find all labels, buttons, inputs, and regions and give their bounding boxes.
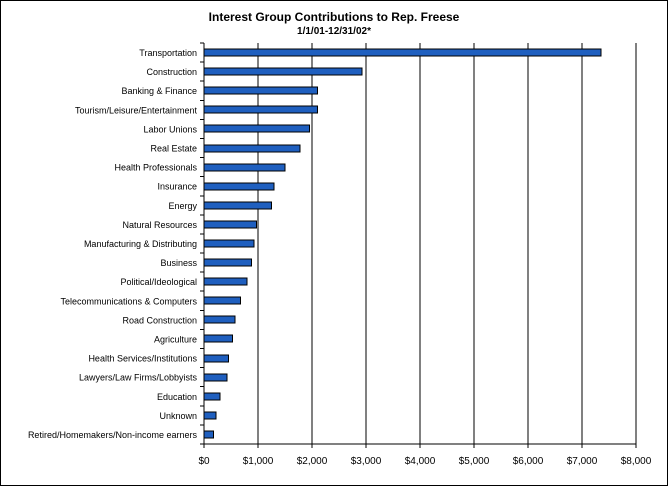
x-tick-label: $0 [198, 456, 210, 467]
y-tick-label: Business [160, 258, 197, 268]
x-tick-label: $5,000 [459, 456, 490, 467]
x-tick-label: $3,000 [351, 456, 382, 467]
y-tick-label: Agriculture [154, 334, 197, 344]
x-tick-label: $6,000 [513, 456, 544, 467]
y-tick-label: Banking & Finance [121, 86, 197, 96]
bar [203, 163, 286, 172]
y-tick-label: Real Estate [150, 144, 197, 154]
x-tick-label: $4,000 [405, 456, 436, 467]
bar [203, 86, 318, 95]
bar [203, 354, 229, 363]
bar [203, 48, 602, 57]
y-tick-label: Energy [168, 201, 197, 211]
y-tick-label: Insurance [157, 182, 197, 192]
y-tick-label: Tourism/Leisure/Entertainment [75, 105, 198, 115]
y-tick-label: Manufacturing & Distributing [84, 239, 197, 249]
bar [203, 334, 233, 343]
y-tick-label: Lawyers/Law Firms/Lobbyists [79, 373, 198, 383]
bar [203, 411, 217, 420]
chart-title: Interest Group Contributions to Rep. Fre… [208, 10, 460, 24]
y-tick-label: Labor Unions [143, 124, 197, 134]
bar [203, 277, 248, 286]
bar [203, 105, 318, 114]
y-tick-label: Unknown [159, 411, 197, 421]
bar [203, 124, 310, 133]
x-tick-label: $7,000 [567, 456, 598, 467]
chart-subtitle: 1/1/01-12/31/02* [297, 26, 371, 37]
bar [203, 144, 301, 153]
y-tick-label: Health Services/Institutions [88, 354, 197, 364]
x-tick-label: $8,000 [621, 456, 652, 467]
x-tick-label: $2,000 [297, 456, 328, 467]
bar [203, 201, 272, 210]
bar [203, 373, 228, 382]
bar [203, 239, 255, 248]
y-tick-label: Education [157, 392, 197, 402]
bar [203, 430, 214, 439]
y-tick-label: Health Professionals [114, 163, 197, 173]
y-tick-label: Transportation [139, 48, 197, 58]
y-tick-label: Political/Ideological [120, 277, 197, 287]
bar [203, 258, 252, 267]
bar [203, 182, 275, 191]
y-tick-label: Retired/Homemakers/Non-income earners [28, 430, 198, 440]
x-tick-label: $1,000 [243, 456, 274, 467]
y-tick-label: Road Construction [122, 315, 197, 325]
bar [203, 392, 221, 401]
y-tick-label: Natural Resources [122, 220, 197, 230]
bar [203, 220, 258, 229]
bar [203, 296, 241, 305]
bar [203, 67, 363, 76]
y-tick-label: Construction [146, 67, 197, 77]
bar [203, 315, 236, 324]
y-tick-label: Telecommunications & Computers [60, 296, 197, 306]
